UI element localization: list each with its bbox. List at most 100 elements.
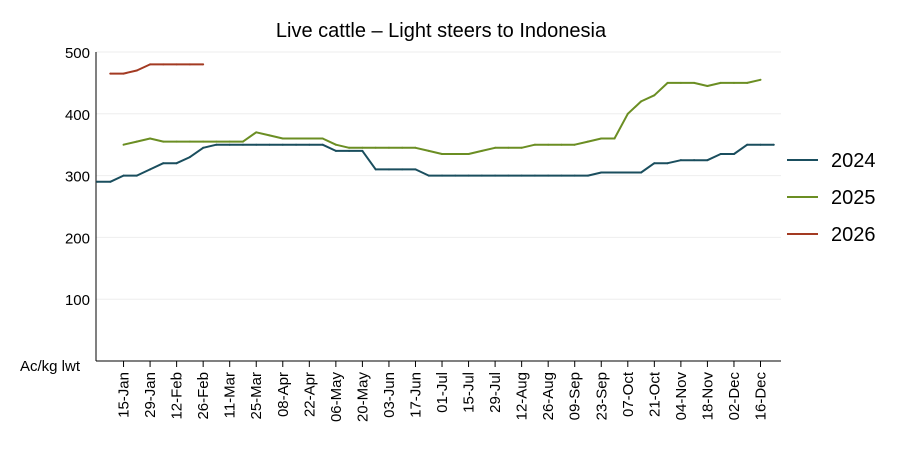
x-tick-label: 17-Jun — [407, 372, 424, 418]
data-point-2024 — [719, 152, 722, 155]
data-point-2024 — [162, 162, 165, 165]
data-point-2024 — [122, 174, 125, 177]
legend-label-2024: 2024 — [831, 150, 876, 172]
data-point-2025 — [586, 140, 589, 143]
data-point-2026 — [188, 63, 191, 66]
x-tick-label: 25-Mar — [248, 372, 265, 420]
x-tick-label: 12-Feb — [169, 372, 186, 420]
data-point-2024 — [613, 171, 616, 174]
data-point-2025 — [334, 143, 337, 146]
data-point-2024 — [480, 174, 483, 177]
data-point-2024 — [268, 143, 271, 146]
x-tick-label: 15-Jan — [116, 372, 133, 418]
data-point-2024 — [295, 143, 298, 146]
x-tick-label: 26-Aug — [540, 372, 557, 420]
x-tick-label: 01-Jul — [434, 372, 451, 413]
data-point-2025 — [560, 143, 563, 146]
x-tick-label: 26-Feb — [195, 372, 212, 420]
data-point-2025 — [387, 146, 390, 149]
data-point-2025 — [547, 143, 550, 146]
data-point-2024 — [640, 171, 643, 174]
x-tick-label: 29-Jul — [487, 372, 504, 413]
data-point-2025 — [361, 146, 364, 149]
x-tick-label: 03-Jun — [381, 372, 398, 418]
x-tick-label: 02-Dec — [726, 372, 743, 421]
x-tick-label: 20-May — [354, 372, 371, 423]
data-point-2024 — [321, 143, 324, 146]
x-tick-label: 09-Sep — [567, 372, 584, 420]
x-tick-label: 08-Apr — [275, 372, 292, 417]
data-point-2025 — [454, 152, 457, 155]
data-point-2025 — [268, 134, 271, 137]
x-tick-label: 15-Jul — [461, 372, 478, 413]
data-point-2024 — [281, 143, 284, 146]
x-tick-label: 23-Sep — [593, 372, 610, 420]
data-point-2025 — [640, 100, 643, 103]
data-point-2025 — [441, 152, 444, 155]
data-point-2025 — [573, 143, 576, 146]
data-point-2025 — [613, 137, 616, 140]
data-point-2024 — [109, 180, 112, 183]
data-point-2024 — [387, 168, 390, 171]
data-point-2025 — [480, 149, 483, 152]
data-point-2024 — [175, 162, 178, 165]
data-point-2025 — [427, 149, 430, 152]
y-axis: 100 200 300 400 500 — [65, 45, 97, 361]
legend: 2024 2025 2026 — [787, 150, 876, 246]
data-point-2025 — [202, 140, 205, 143]
data-point-2025 — [706, 84, 709, 87]
data-point-2024 — [772, 143, 775, 146]
data-point-2024 — [746, 143, 749, 146]
data-point-2025 — [295, 137, 298, 140]
data-point-2026 — [135, 69, 138, 72]
data-point-2025 — [149, 137, 152, 140]
data-point-2024 — [374, 168, 377, 171]
data-point-2026 — [149, 63, 152, 66]
data-point-2025 — [693, 81, 696, 84]
x-tick-label: 12-Aug — [514, 372, 531, 420]
data-point-2024 — [96, 180, 98, 183]
data-point-2025 — [746, 81, 749, 84]
data-point-2026 — [162, 63, 165, 66]
data-point-2024 — [228, 143, 231, 146]
data-point-2024 — [215, 143, 218, 146]
x-tick-label: 21-Oct — [646, 371, 663, 417]
data-point-2026 — [175, 63, 178, 66]
data-point-2026 — [202, 63, 205, 66]
data-point-2025 — [188, 140, 191, 143]
data-point-2024 — [348, 149, 351, 152]
data-point-2024 — [693, 159, 696, 162]
x-tick-label: 18-Nov — [699, 372, 716, 421]
data-point-2025 — [348, 146, 351, 149]
data-point-2024 — [241, 143, 244, 146]
data-point-2025 — [679, 81, 682, 84]
data-point-2024 — [255, 143, 258, 146]
y-tick-label: 400 — [65, 107, 90, 124]
data-point-2026 — [122, 72, 125, 75]
data-point-2024 — [533, 174, 536, 177]
series-lines — [96, 63, 775, 183]
data-point-2025 — [175, 140, 178, 143]
data-point-2024 — [135, 174, 138, 177]
series-line-2026 — [110, 63, 204, 75]
data-point-2025 — [494, 146, 497, 149]
data-point-2025 — [228, 140, 231, 143]
data-point-2024 — [441, 174, 444, 177]
data-point-2025 — [162, 140, 165, 143]
data-point-2024 — [454, 174, 457, 177]
y-tick-label: 100 — [65, 292, 90, 309]
x-tick-label: 04-Nov — [673, 372, 690, 421]
data-point-2025 — [653, 94, 656, 97]
y-tick-label: 500 — [65, 45, 90, 62]
data-point-2025 — [520, 146, 523, 149]
data-point-2025 — [401, 146, 404, 149]
data-point-2025 — [374, 146, 377, 149]
data-point-2026 — [109, 72, 112, 75]
data-point-2025 — [414, 146, 417, 149]
data-point-2024 — [626, 171, 629, 174]
data-point-2024 — [600, 171, 603, 174]
data-point-2025 — [255, 131, 258, 134]
series-line-2025 — [123, 78, 761, 155]
x-tick-label: 11-Mar — [222, 372, 239, 418]
